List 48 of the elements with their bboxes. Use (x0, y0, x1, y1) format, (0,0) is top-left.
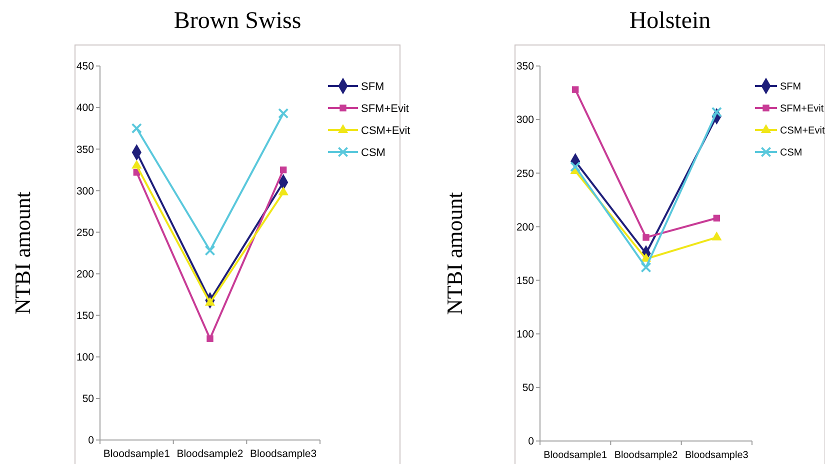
y-tick-label: 350 (76, 144, 94, 156)
point (640, 262, 652, 273)
y-tick-label: 50 (82, 393, 94, 406)
x-tick-label: Bloodsample3 (250, 448, 317, 460)
point (204, 245, 216, 256)
y-tick-label: 0 (528, 436, 534, 448)
y-tick-label: 50 (522, 382, 534, 394)
legend-label: SFM (361, 80, 384, 93)
legend-label: SFM+Evit (780, 104, 824, 114)
point (278, 108, 289, 119)
y-tick-label: 200 (76, 268, 94, 280)
point (206, 335, 214, 342)
y-tick-label: 300 (516, 114, 534, 126)
point (711, 106, 722, 118)
legend-label: SFM (780, 82, 802, 92)
x-tick-label: Bloodsample2 (614, 450, 678, 461)
x-tick-label: Bloodsample3 (684, 450, 749, 461)
y-tick-label: 350 (516, 60, 534, 73)
x-tick-label: Bloodsample2 (176, 448, 244, 460)
y-tick-label: 150 (516, 274, 534, 287)
y-tick-label: 100 (76, 352, 94, 364)
y-tick-label: 0 (88, 434, 94, 447)
legend-label: CSM (361, 146, 386, 159)
y-axis-title: NTBI amount (10, 192, 35, 314)
y-axis-title: NTBI amount (442, 192, 467, 315)
y-tick-label: 200 (516, 221, 534, 234)
point (712, 232, 722, 240)
legend-label: SFM+Evit (361, 102, 409, 115)
point (131, 123, 142, 134)
legend-label: CSM+Evit (780, 126, 825, 136)
y-tick-label: 400 (76, 102, 94, 114)
legend-label: CSM (780, 148, 802, 158)
y-tick-label: 100 (516, 328, 534, 341)
y-tick-label: 450 (76, 60, 94, 73)
chart-title: Brown Swiss (174, 8, 302, 34)
x-tick-label: Bloodsample1 (103, 448, 170, 460)
point (280, 166, 287, 174)
y-tick-label: 250 (76, 226, 94, 239)
y-tick-label: 300 (76, 185, 94, 198)
point (570, 161, 581, 172)
y-tick-label: 250 (516, 168, 534, 180)
y-tick-label: 150 (76, 310, 94, 322)
point (572, 86, 579, 93)
point (713, 214, 720, 222)
x-tick-label: Bloodsample1 (544, 450, 608, 461)
chart-title: Holstein (629, 8, 711, 34)
point (642, 234, 650, 241)
legend-label: CSM+Evit (361, 124, 410, 137)
